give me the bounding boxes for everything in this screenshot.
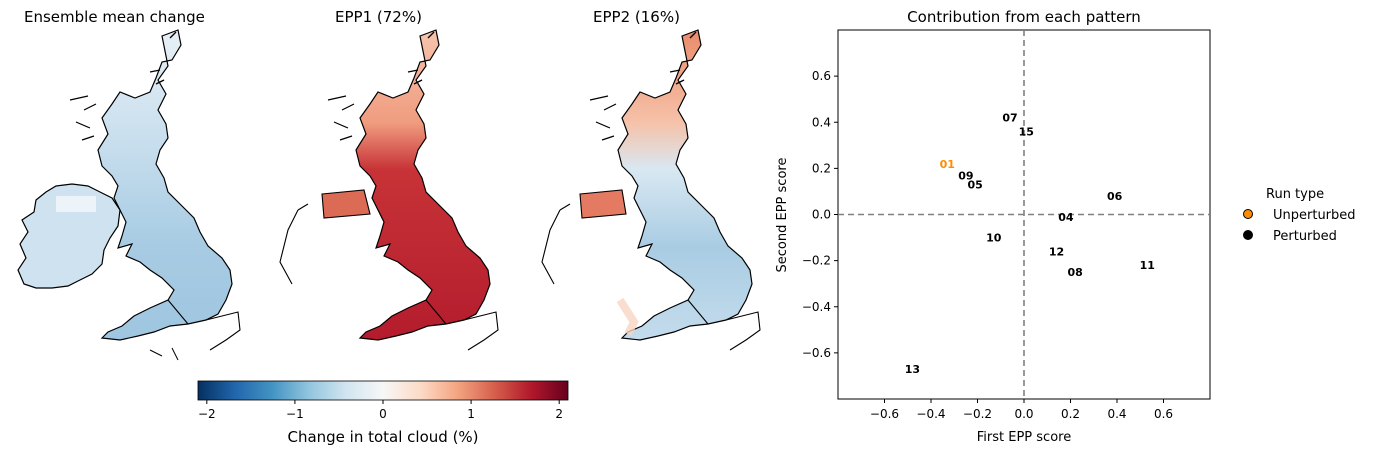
scatter-title: Contribution from each pattern <box>907 8 1141 26</box>
data-points: 01 04 05 06 07 08 09 10 11 12 13 15 <box>905 112 1155 376</box>
x-axis-label: First EPP score <box>977 430 1071 445</box>
legend-entry-perturbed: Perturbed <box>1273 229 1337 244</box>
colorbar-tick-label: 2 <box>555 407 563 421</box>
no-data-patch <box>56 196 96 212</box>
colorbar-tick-label: −1 <box>286 407 304 421</box>
point-label-10: 10 <box>986 232 1002 245</box>
y-tick-label: 0.4 <box>812 115 831 129</box>
colorbar-gradient <box>197 380 569 401</box>
x-tick-label: 0.0 <box>1014 407 1033 421</box>
y-tick-label: −0.6 <box>802 346 831 360</box>
colorbar-tick-label: −2 <box>198 407 216 421</box>
x-tick-label: 0.2 <box>1061 407 1080 421</box>
colorbar: −2 −1 0 1 2 Change in total cloud (%) <box>197 380 569 446</box>
point-label-15: 15 <box>1019 125 1034 138</box>
y-tick-label: −0.2 <box>802 254 831 268</box>
y-axis-label: Second EPP score <box>775 158 790 273</box>
legend-title: Run type <box>1266 187 1324 202</box>
x-tick-label: 0.4 <box>1107 407 1126 421</box>
colorbar-tick-label: 1 <box>467 407 475 421</box>
y-axis-ticks: −0.6 −0.4 −0.2 0.0 0.2 0.4 0.6 <box>802 69 838 360</box>
colorbar-label: Change in total cloud (%) <box>287 428 478 446</box>
point-label-01: 01 <box>940 158 955 171</box>
ireland-north-patch <box>321 189 371 219</box>
map-ensemble-mean <box>17 29 241 361</box>
point-label-07: 07 <box>1002 112 1017 125</box>
colorbar-ticks: −2 −1 0 1 2 <box>198 400 563 421</box>
point-label-12: 12 <box>1049 245 1064 258</box>
ireland-north-patch <box>579 189 627 219</box>
colorbar-tick-label: 0 <box>379 407 387 421</box>
map-title-mean: Ensemble mean change <box>24 8 205 26</box>
point-label-08: 08 <box>1067 266 1082 279</box>
x-tick-label: −0.4 <box>916 407 945 421</box>
gb-landmass <box>355 29 491 341</box>
gb-landmass <box>97 29 233 341</box>
point-label-04: 04 <box>1058 211 1074 224</box>
point-label-13: 13 <box>905 363 920 376</box>
x-tick-label: 0.6 <box>1154 407 1173 421</box>
point-label-06: 06 <box>1107 190 1123 203</box>
point-label-05: 05 <box>968 179 983 192</box>
point-label-11: 11 <box>1140 259 1155 272</box>
y-tick-label: 0.2 <box>812 161 831 175</box>
map-title-epp2: EPP2 (16%) <box>593 8 680 26</box>
y-tick-label: −0.4 <box>802 300 831 314</box>
legend-marker-unperturbed <box>1243 209 1253 219</box>
y-tick-label: 0.0 <box>812 208 831 222</box>
map-title-epp1: EPP1 (72%) <box>335 8 422 26</box>
x-axis-ticks: −0.6 −0.4 −0.2 0.0 0.2 0.4 0.6 <box>870 399 1173 421</box>
reference-lines <box>838 30 1210 399</box>
point-label-09: 09 <box>958 169 973 182</box>
gb-landmass <box>617 29 753 341</box>
scatter-panel: Contribution from each pattern −0.6 −0.4−… <box>775 8 1211 445</box>
legend-entry-unperturbed: Unperturbed <box>1273 208 1356 223</box>
y-tick-label: 0.6 <box>812 69 831 83</box>
legend: Run type Unperturbed Perturbed <box>1243 187 1356 244</box>
map-epp2 <box>541 29 761 351</box>
map-epp1 <box>279 29 499 351</box>
legend-marker-perturbed <box>1243 230 1253 240</box>
x-tick-label: −0.6 <box>870 407 899 421</box>
x-tick-label: −0.2 <box>963 407 992 421</box>
